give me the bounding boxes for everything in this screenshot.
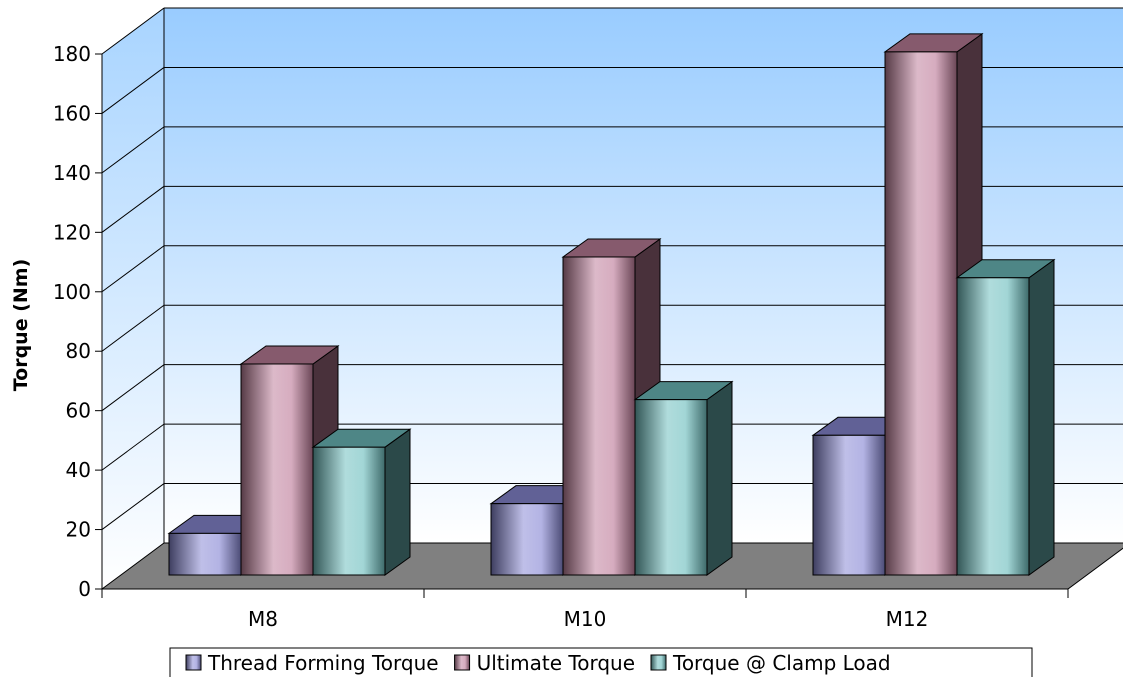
side-wall: [102, 8, 164, 589]
y-tick-label: 120: [53, 220, 91, 244]
bar: [955, 258, 1056, 576]
gridline-side: [101, 423, 165, 471]
gridline-side: [101, 67, 165, 114]
bar-front: [168, 532, 242, 576]
gridline-side: [101, 245, 165, 293]
bar-side: [1028, 258, 1055, 576]
bar-front: [312, 446, 386, 576]
axes: 0 20 40 60 80 100 120 140 160 180 M8 M10 M12: [53, 8, 1069, 631]
bar-front: [562, 256, 636, 576]
legend-box: [169, 647, 1033, 677]
y-tick-label: 20: [66, 518, 91, 542]
gridline-side: [101, 364, 165, 412]
y-tick-label: 80: [66, 339, 91, 363]
bar-front: [490, 503, 564, 576]
labels: Torque (Nm): [10, 259, 32, 392]
legend-label: Thread Forming Torque: [207, 651, 439, 675]
legend: Thread Forming Torque Ultimate Torque Torq…: [169, 647, 1033, 677]
gridline-side: [101, 483, 165, 530]
gridline-side: [101, 304, 165, 352]
y-axis-label: Torque (Nm): [10, 259, 32, 392]
legend-swatch: [185, 654, 202, 671]
bar: [633, 380, 734, 576]
bar-front: [240, 363, 314, 576]
bar-front: [956, 277, 1030, 576]
y-tick-label: 180: [53, 42, 91, 66]
x-tick-label: M8: [248, 607, 278, 631]
y-tick-label: 60: [66, 399, 91, 423]
gridline-side: [101, 7, 165, 55]
legend-swatch: [454, 654, 471, 671]
bar-front: [812, 434, 886, 576]
y-tick-label: 160: [53, 101, 91, 125]
y-tick-label: 100: [53, 280, 91, 304]
legend-swatch: [650, 654, 667, 671]
x-tick-label: M12: [886, 607, 929, 631]
bar: [311, 428, 412, 576]
y-tick-label: 0: [78, 577, 91, 601]
y-tick-label: 140: [53, 161, 91, 185]
gridline-side: [101, 126, 165, 174]
x-tick-label: M10: [564, 607, 607, 631]
legend-label: Ultimate Torque: [477, 651, 635, 675]
bars: [167, 32, 1056, 576]
bar-front: [884, 51, 958, 576]
bar-side: [706, 380, 733, 576]
gridline-side: [101, 185, 165, 233]
bar-side: [384, 428, 411, 576]
bar-front: [634, 399, 708, 576]
legend-label: Torque @ Clamp Load: [672, 651, 891, 675]
y-tick-label: 40: [66, 458, 91, 482]
